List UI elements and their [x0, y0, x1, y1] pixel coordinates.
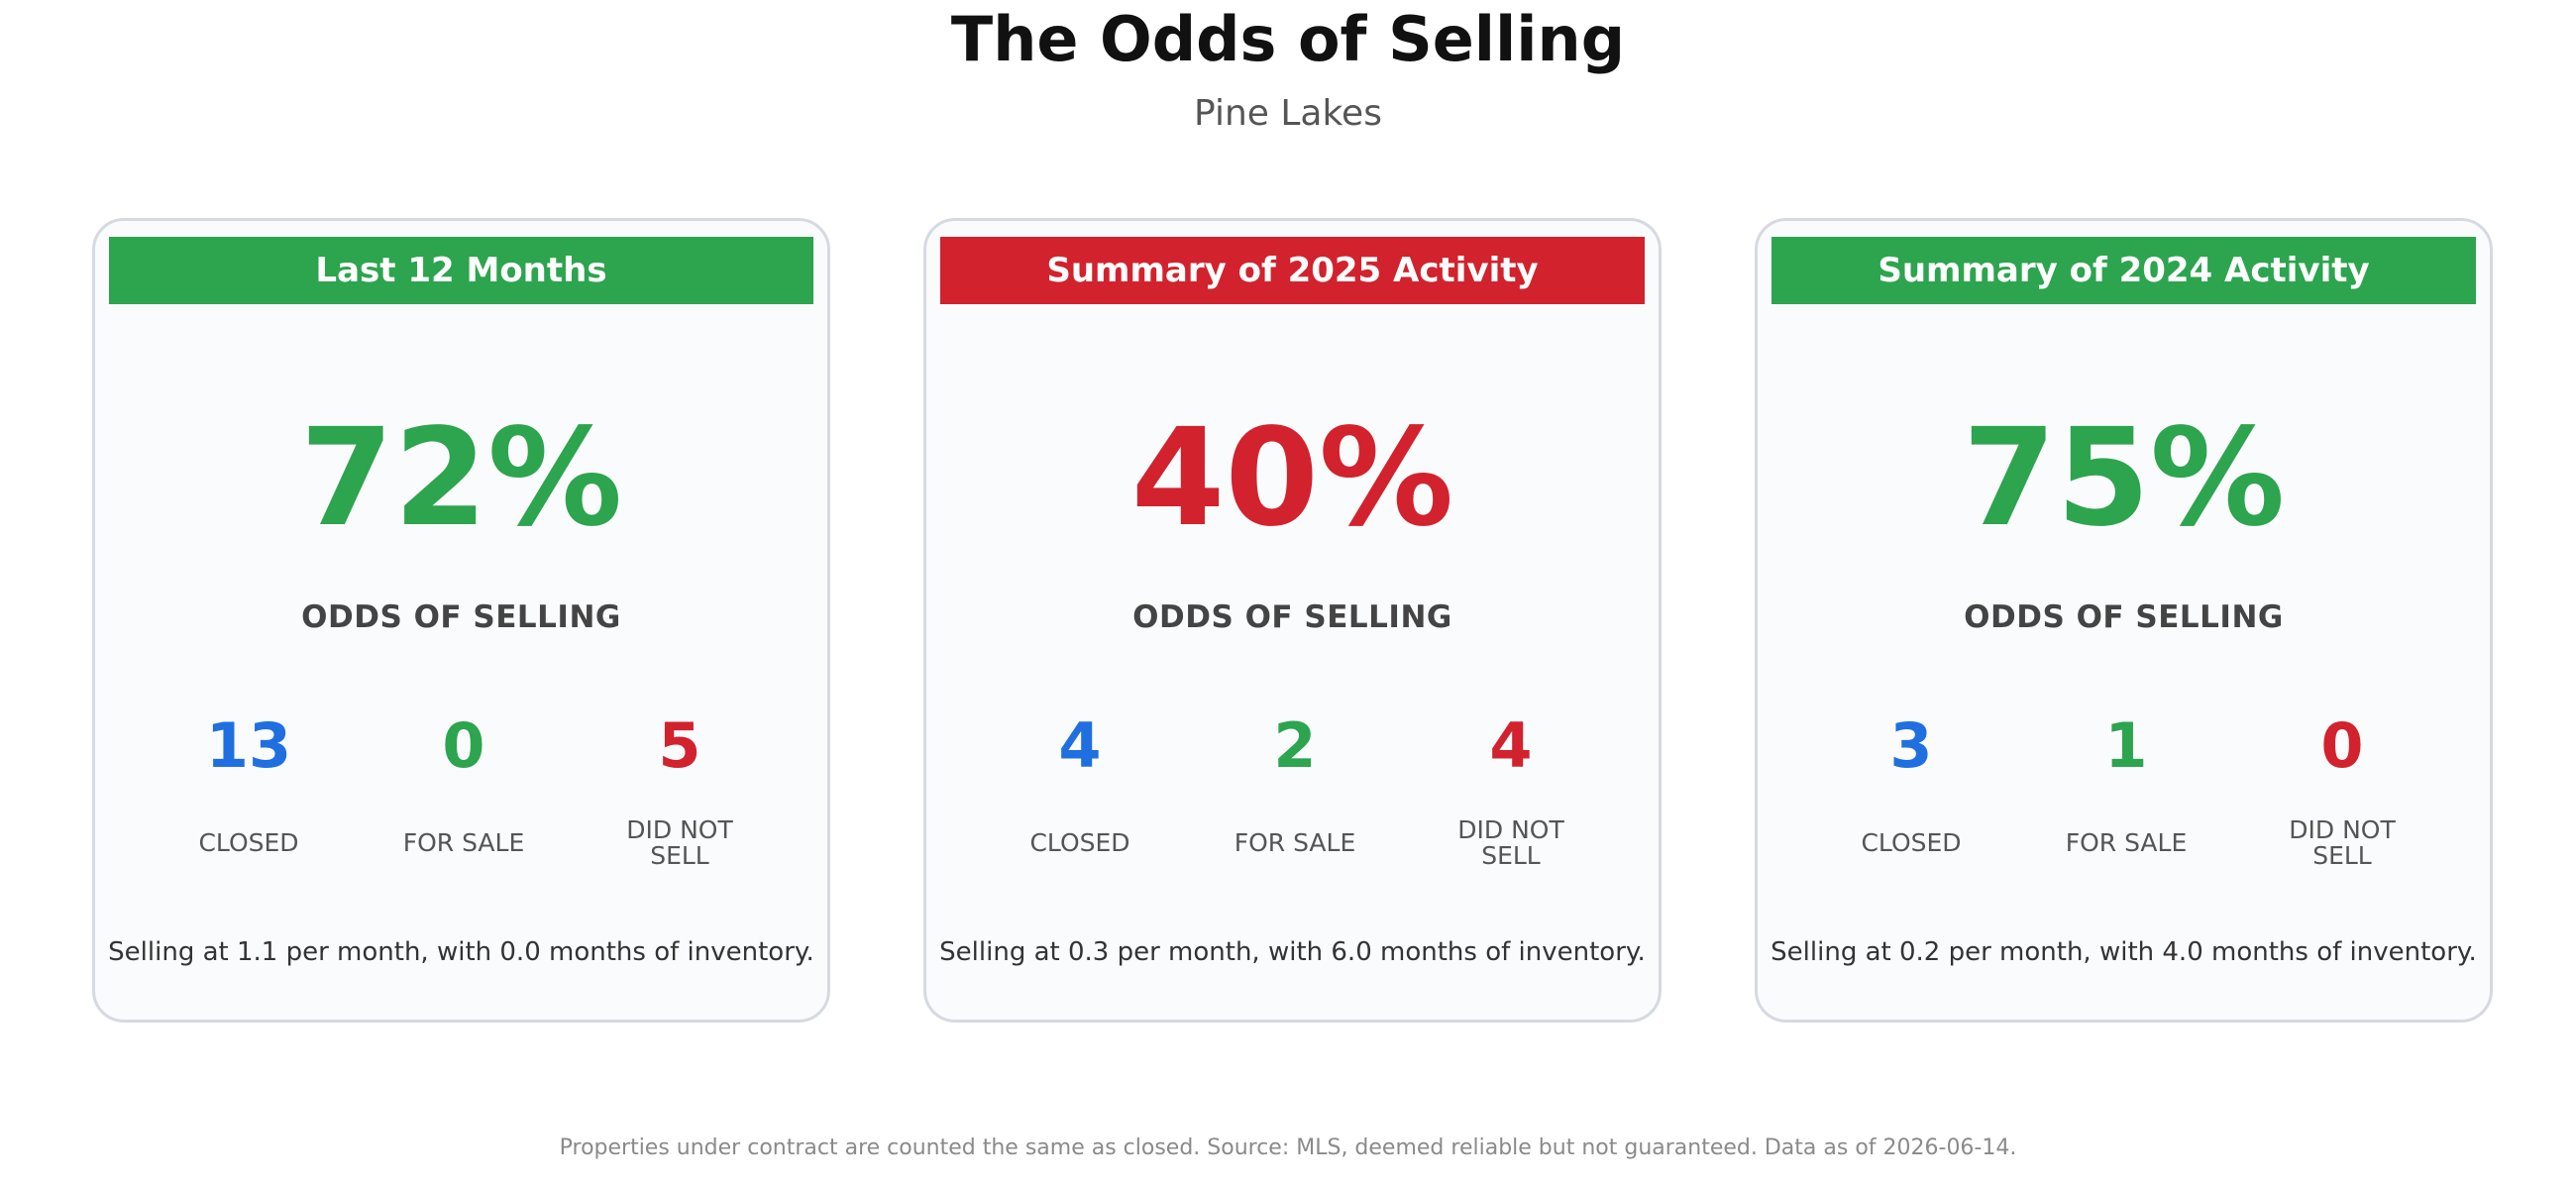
stat-did-not-sell: 0 DID NOT SELL: [2233, 706, 2451, 873]
stat-did-not-sell: 5 DID NOT SELL: [571, 706, 789, 873]
stat-label: CLOSED: [1029, 828, 1130, 857]
stat-did-not-sell: 4 DID NOT SELL: [1402, 706, 1620, 873]
odds-label: ODDS OF SELLING: [301, 599, 621, 635]
odds-label: ODDS OF SELLING: [1964, 599, 2284, 635]
card-summary: Selling at 1.1 per month, with 0.0 month…: [108, 937, 814, 967]
stat-closed: 13 CLOSED: [140, 706, 358, 873]
stat-value: 3: [1889, 709, 1933, 782]
page-subtitle: Pine Lakes: [1194, 93, 1382, 134]
stat-label: DID NOT SELL: [626, 815, 733, 870]
odds-percentage: 75%: [1962, 400, 2286, 557]
stat-label: DID NOT SELL: [1457, 815, 1564, 870]
footnote: Properties under contract are counted th…: [559, 1135, 2017, 1160]
stat-card: Last 12 Months 72% ODDS OF SELLING 13 CLOSED…: [92, 218, 830, 1023]
stat-value: 13: [205, 709, 292, 782]
stat-for-sale: 2 FOR SALE: [1186, 706, 1404, 873]
stat-value: 0: [2320, 709, 2364, 782]
stat-value: 4: [1058, 709, 1102, 782]
stat-closed: 3 CLOSED: [1802, 706, 2020, 873]
stat-value: 0: [442, 709, 485, 782]
stat-label: FOR SALE: [2065, 828, 2188, 857]
odds-percentage: 40%: [1130, 400, 1454, 557]
stat-value: 1: [2104, 709, 2148, 782]
stat-value: 5: [658, 709, 701, 782]
odds-percentage: 72%: [299, 400, 623, 557]
stat-label: CLOSED: [1861, 828, 1962, 857]
stat-value: 4: [1489, 709, 1533, 782]
card-summary: Selling at 0.2 per month, with 4.0 month…: [1771, 937, 2477, 967]
stat-closed: 4 CLOSED: [971, 706, 1189, 873]
card-header: Summary of 2024 Activity: [1771, 237, 2476, 304]
card-header: Summary of 2025 Activity: [940, 237, 1645, 304]
stat-label: FOR SALE: [402, 828, 525, 857]
page-title: The Odds of Selling: [950, 3, 1626, 75]
stat-label: FOR SALE: [1234, 828, 1356, 857]
stat-for-sale: 0 FOR SALE: [355, 706, 573, 873]
stat-label: CLOSED: [198, 828, 299, 857]
stat-card: Summary of 2025 Activity 40% ODDS OF SELLI…: [923, 218, 1662, 1023]
stat-card: Summary of 2024 Activity 75% ODDS OF SELLI…: [1755, 218, 2493, 1023]
stat-for-sale: 1 FOR SALE: [2017, 706, 2235, 873]
stat-value: 2: [1273, 709, 1317, 782]
stat-label: DID NOT SELL: [2289, 815, 2396, 870]
card-header: Last 12 Months: [109, 237, 813, 304]
odds-label: ODDS OF SELLING: [1132, 599, 1452, 635]
card-summary: Selling at 0.3 per month, with 6.0 month…: [939, 937, 1646, 967]
